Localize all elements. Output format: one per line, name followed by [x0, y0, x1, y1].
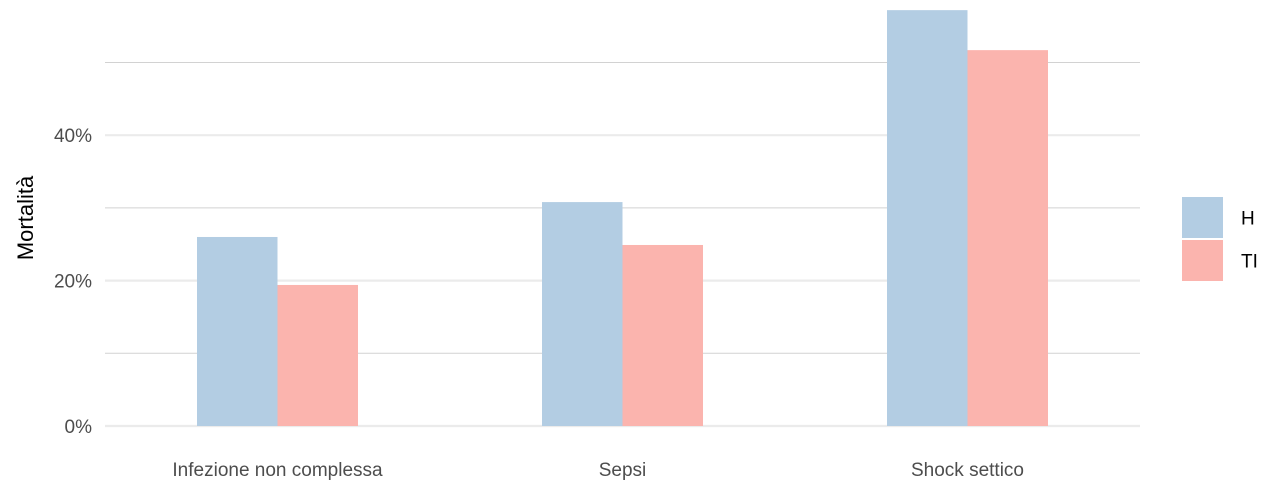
- x-tick-label: Shock settico: [911, 460, 1024, 481]
- y-axis-title: Mortalità: [13, 175, 38, 260]
- bar-h-2: [887, 10, 968, 426]
- bar-h-0: [197, 236, 278, 426]
- legend-key-ti: [1182, 240, 1223, 281]
- legend-key-h: [1182, 197, 1223, 238]
- bar-h-1: [542, 202, 623, 426]
- legend-label-h: H: [1241, 209, 1255, 230]
- y-tick-label: 40%: [54, 126, 92, 147]
- bar-ti-0: [277, 284, 358, 426]
- y-tick-labels: 0% 20% 40%: [54, 126, 92, 438]
- legend-label-ti: TI: [1241, 252, 1258, 273]
- legend: H TI: [1182, 197, 1258, 281]
- y-tick-label: 0%: [65, 417, 93, 438]
- x-tick-label: Sepsi: [599, 460, 647, 481]
- y-tick-label: 20%: [54, 272, 92, 293]
- x-tick-labels: Infezione non complessa Sepsi Shock settic…: [172, 460, 1024, 481]
- bar-ti-2: [967, 50, 1048, 427]
- bars: [197, 10, 1048, 427]
- x-tick-label: Infezione non complessa: [172, 460, 383, 481]
- bar-ti-1: [622, 244, 703, 426]
